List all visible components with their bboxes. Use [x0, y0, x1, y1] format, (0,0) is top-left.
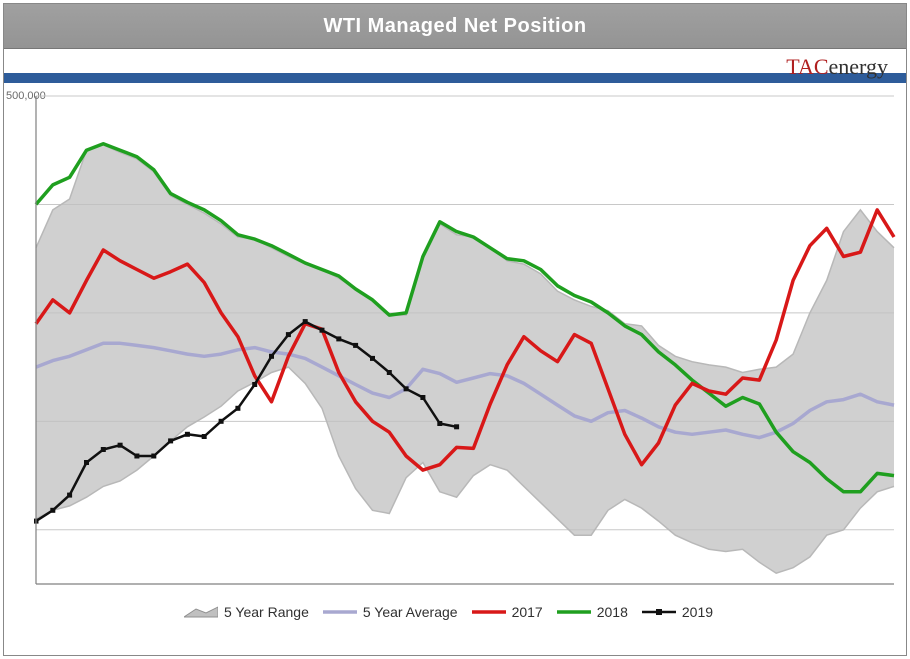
legend-swatch-y2019	[642, 605, 676, 619]
logo-energy: energy	[829, 54, 888, 79]
legend-label-range: 5 Year Range	[224, 604, 309, 620]
chart-header: WTI Managed Net Position	[4, 4, 906, 49]
legend-swatch-range	[184, 605, 218, 619]
legend-swatch-avg	[323, 605, 357, 619]
chart-frame: WTI Managed Net Position TACenergy 500,0…	[3, 3, 907, 656]
chart-svg	[34, 94, 896, 629]
legend-label-y2017: 2017	[512, 604, 543, 620]
legend-item-y2019: 2019	[642, 604, 713, 620]
legend-label-y2019: 2019	[682, 604, 713, 620]
legend-label-avg: 5 Year Average	[363, 604, 458, 620]
header-accent-bar	[4, 73, 906, 83]
legend-item-avg: 5 Year Average	[323, 604, 458, 620]
brand-logo: TACenergy	[786, 56, 888, 78]
logo-tac: TAC	[786, 54, 828, 79]
chart-title: WTI Managed Net Position	[4, 4, 906, 48]
legend-item-y2018: 2018	[557, 604, 628, 620]
legend-swatch-y2018	[557, 605, 591, 619]
legend-item-y2017: 2017	[472, 604, 543, 620]
chart-plot-area	[34, 94, 896, 629]
chart-legend: 5 Year Range 5 Year Average 2017 2018 2019	[184, 604, 713, 620]
legend-item-range: 5 Year Range	[184, 604, 309, 620]
legend-label-y2018: 2018	[597, 604, 628, 620]
legend-swatch-y2017	[472, 605, 506, 619]
